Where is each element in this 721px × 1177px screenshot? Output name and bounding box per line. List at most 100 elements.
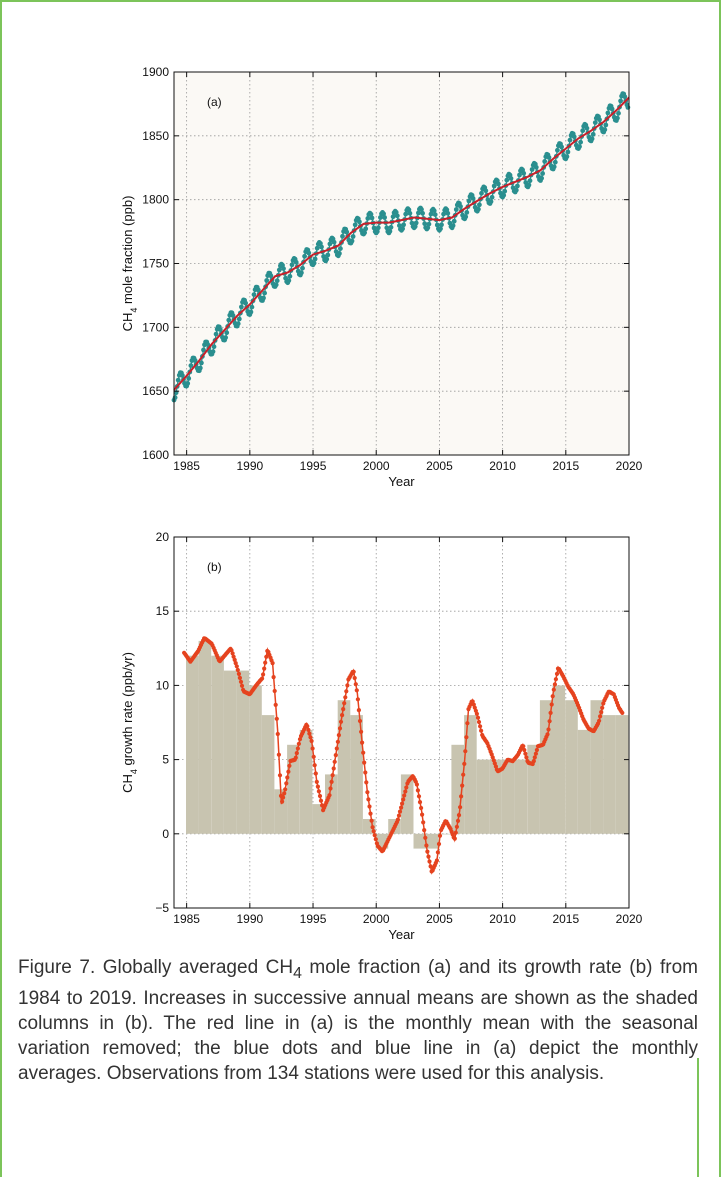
- chart-a-x-tick-label: 2000: [363, 459, 390, 473]
- chart-b-growth-point: [403, 789, 408, 794]
- chart-b-growth-point: [260, 676, 265, 681]
- chart-b-growth-point: [318, 798, 324, 803]
- chart-a-monthly-point: [489, 194, 495, 200]
- chart-a-monthly-point: [466, 198, 472, 204]
- chart-a-x-tick-label: 1995: [300, 459, 327, 473]
- frame-divider-mark: [697, 1058, 699, 1177]
- chart-b-growth-point: [262, 666, 267, 671]
- chart-a-monthly-point: [172, 395, 178, 400]
- chart-b-growth-point: [342, 701, 347, 706]
- chart-b-y-axis-label: CH4 growth rate (ppb/yr): [120, 652, 139, 793]
- chart-b-growth-point: [368, 811, 373, 816]
- chart-a-monthly-point: [571, 134, 577, 140]
- chart-b-growth-point: [329, 779, 334, 785]
- chart-b-growth-point: [310, 746, 315, 751]
- chart-b-growth-point: [399, 805, 404, 810]
- chart-b-growth-point: [340, 713, 345, 718]
- chart-a-monthly-point: [262, 290, 267, 296]
- chart-b-growth-point: [338, 719, 344, 724]
- chart-a-y-tick-label: 1850: [142, 129, 169, 143]
- chart-b-growth-point: [463, 749, 468, 754]
- chart-b-growth-point: [353, 682, 358, 687]
- chart-a-monthly-point: [175, 377, 181, 383]
- chart-b-growth-point: [435, 850, 440, 855]
- chart-b-annual-bar: [325, 774, 338, 834]
- chart-b-growth-point: [331, 766, 336, 771]
- chart-b-growth-point: [238, 679, 244, 684]
- chart-a-monthly-point: [249, 304, 255, 310]
- chart-b-growth-point: [452, 836, 457, 841]
- chart-b-growth-point: [274, 716, 279, 721]
- chart-b-annual-bar: [615, 715, 629, 834]
- chart-b-annual-bar: [565, 700, 578, 834]
- chart-a-monthly-point: [314, 245, 320, 251]
- chart-b-growth-point: [371, 829, 376, 834]
- chart-b-growth-point: [401, 797, 406, 802]
- chart-b-growth-point: [354, 688, 359, 693]
- chart-a-monthly-point: [185, 381, 191, 386]
- chart-a-monthly-point: [453, 207, 459, 212]
- chart-a-monthly-point: [533, 164, 539, 170]
- chart-b-growth-point: [229, 648, 234, 653]
- chart-b-annual-bar: [337, 700, 351, 834]
- chart-b-annual-bar: [249, 685, 262, 834]
- chart-a-monthly-point: [502, 188, 508, 194]
- chart-b-growth-point: [547, 719, 552, 724]
- chart-b-growth-point: [335, 739, 340, 744]
- chart-a-monthly-point: [439, 222, 444, 228]
- chart-b-annual-bar: [299, 729, 313, 834]
- chart-a-monthly-point: [434, 222, 440, 228]
- chart-b-annual-bar: [350, 715, 363, 834]
- chart-b-growth-point: [281, 795, 286, 800]
- chart-b-y-tick-label: 20: [156, 530, 170, 544]
- chart-b-growth-point: [272, 688, 277, 694]
- chart-b-growth-point: [286, 769, 291, 774]
- figure-caption: Figure 7. Globally averaged CH4 mole fra…: [18, 955, 698, 1086]
- chart-b-annual-bar: [603, 715, 616, 834]
- chart-a-monthly-point: [337, 251, 342, 256]
- chart-a-monthly-point: [403, 211, 409, 217]
- chart-b-y-tick-label: 15: [156, 604, 170, 618]
- chart-a-monthly-point: [578, 139, 583, 145]
- chart-b-growth-point: [282, 791, 287, 796]
- chart-a-monthly-point: [217, 327, 223, 332]
- chart-a-x-tick-label: 2010: [489, 459, 516, 473]
- chart-a-monthly-point: [504, 177, 510, 183]
- chart-b-annual-bar: [198, 640, 212, 834]
- chart-a-monthly-point: [362, 230, 367, 236]
- chart-a-monthly-point: [577, 144, 582, 150]
- chart-a-monthly-point: [390, 214, 396, 220]
- chart-a-monthly-point: [268, 273, 274, 279]
- chart-b-growth-point: [287, 763, 292, 768]
- chart-a-y-tick-label: 1750: [142, 257, 169, 271]
- chart-b-growth-point: [296, 741, 301, 746]
- chart-a-monthly-point: [513, 187, 519, 193]
- chart-a-monthly-point: [299, 270, 304, 276]
- chart-a-monthly-point: [540, 171, 545, 176]
- chart-b-annual-bar: [552, 685, 566, 834]
- chart-a-monthly-point: [483, 188, 489, 194]
- chart-b-growth-point: [397, 809, 403, 814]
- chart-b-growth-point: [550, 694, 555, 699]
- chart-a-monthly-point: [551, 164, 557, 170]
- chart-a-monthly-point: [394, 213, 400, 219]
- chart-a-x-tick-label: 2005: [426, 459, 453, 473]
- chart-b-growth-point: [460, 783, 465, 788]
- chart-a-monthly-point: [368, 211, 374, 217]
- chart-a-monthly-point: [521, 170, 527, 176]
- chart-a-monthly-point: [488, 199, 494, 205]
- chart-b-growth-point: [317, 793, 323, 799]
- chart-b-growth-point: [277, 773, 283, 778]
- chart-b-growth-point: [416, 794, 422, 799]
- chart-a-monthly-point: [501, 192, 507, 198]
- chart-a-monthly-point: [496, 181, 501, 187]
- chart-b-growth-point: [545, 732, 550, 737]
- chart-b-growth-point: [417, 800, 423, 805]
- chart-b-growth-point: [334, 746, 339, 751]
- chart-b-growth-point: [422, 828, 427, 833]
- chart-b-growth-point: [462, 761, 467, 767]
- chart-b-growth-point: [370, 825, 375, 830]
- chart-b-growth-point: [235, 667, 240, 673]
- chart-b-growth-point: [404, 785, 409, 790]
- chart-a-monthly-point: [230, 313, 236, 318]
